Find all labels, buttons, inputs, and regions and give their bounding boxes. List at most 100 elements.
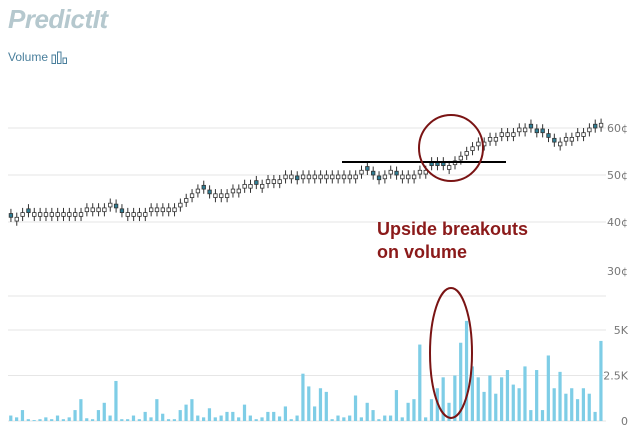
volume-bar — [161, 413, 165, 421]
volume-bar — [114, 380, 118, 421]
candlestick — [470, 142, 475, 156]
volume-bar — [26, 419, 30, 421]
candlestick — [108, 198, 113, 212]
candlestick — [289, 170, 294, 184]
candlestick — [201, 180, 206, 194]
volume-bar — [383, 415, 387, 421]
volume-bar — [248, 415, 252, 421]
candlestick — [260, 179, 265, 193]
volume-bar — [564, 393, 568, 421]
volume-bar — [424, 417, 428, 421]
candlestick — [154, 203, 160, 217]
volume-bar — [277, 416, 282, 421]
candlestick — [67, 207, 72, 222]
candlestick — [248, 179, 253, 193]
volume-bar — [225, 411, 229, 421]
candlestick — [365, 161, 370, 175]
volume-tick-label: 5K — [614, 324, 629, 337]
volume-bar — [96, 410, 101, 421]
candlestick — [213, 189, 218, 203]
candlestick — [587, 123, 592, 137]
volume-bar — [529, 410, 533, 421]
volume-bar — [540, 410, 545, 421]
candlestick — [353, 170, 358, 184]
candlestick — [195, 184, 201, 198]
volume-bar — [120, 419, 124, 421]
candlestick — [464, 146, 469, 160]
volume-bar — [377, 419, 381, 421]
volume-toggle[interactable]: Volume — [8, 50, 68, 64]
candlestick — [563, 132, 569, 146]
volume-bar — [20, 410, 25, 421]
candlestick — [78, 207, 84, 222]
volume-bar — [289, 419, 293, 421]
volume-bar — [15, 417, 19, 421]
volume-bar — [32, 420, 36, 421]
price-tick-label: 60¢ — [607, 122, 628, 135]
volume-bar — [85, 418, 89, 421]
candlestick — [511, 128, 516, 142]
volume-bar — [587, 393, 591, 421]
annotation-line-2: on volume — [377, 242, 468, 262]
candlestick — [26, 204, 31, 218]
candlestick — [528, 119, 534, 133]
volume-bar — [108, 415, 112, 421]
price-tick-label: 40¢ — [607, 216, 628, 229]
volume-bar — [207, 408, 212, 421]
candlestick — [417, 165, 423, 179]
candlestick — [318, 170, 323, 184]
volume-bar — [406, 402, 410, 421]
axis-tick-labels: 40¢ 50¢ 60¢ 30¢ 0 2.5K 5K — [603, 122, 628, 428]
candlestick — [341, 170, 347, 184]
candlestick — [406, 170, 411, 184]
candlestick — [277, 175, 282, 189]
volume-bar — [102, 402, 106, 421]
candlestick — [73, 207, 78, 222]
bar-chart-icon — [51, 51, 68, 64]
volume-bar — [459, 342, 463, 421]
candlestick — [265, 175, 271, 189]
volume-tick-label: 2.5K — [603, 370, 628, 383]
candlestick — [125, 207, 130, 222]
candlestick — [335, 170, 341, 184]
volume-bar — [517, 388, 521, 421]
candlestick — [300, 170, 306, 184]
candlestick — [37, 207, 43, 222]
candlestick — [43, 207, 49, 222]
candlestick — [295, 171, 300, 185]
candlestick — [20, 207, 25, 222]
volume-bar — [353, 395, 358, 421]
volume-toggle-label: Volume — [8, 50, 49, 64]
candlestick — [382, 170, 388, 184]
volume-bar — [242, 404, 247, 421]
volume-bar — [219, 415, 223, 421]
price-tick-label: 50¢ — [607, 169, 628, 182]
volume-bar — [149, 417, 153, 421]
candlestick — [598, 118, 604, 132]
volume-bar — [131, 415, 136, 421]
volume-bar — [166, 419, 171, 421]
candlestick — [400, 170, 405, 184]
volume-bar — [38, 419, 42, 421]
volume-bar — [488, 375, 492, 421]
candlestick — [90, 203, 95, 217]
candlestick — [575, 128, 580, 142]
grid-lines — [8, 127, 606, 422]
volume-bar — [254, 419, 258, 421]
candlestick — [411, 170, 417, 184]
candlestick — [324, 170, 329, 184]
candlestick — [552, 133, 557, 147]
candlestick — [447, 160, 452, 175]
volume-bar — [272, 411, 276, 421]
volume-bar — [499, 377, 504, 421]
candlestick — [119, 204, 125, 218]
volume-bar — [301, 373, 305, 421]
candlestick — [534, 124, 539, 138]
volume-bar — [546, 355, 550, 421]
volume-bar — [184, 404, 188, 421]
volume-bar — [348, 415, 352, 421]
candlestick — [371, 166, 376, 180]
candlestick — [242, 179, 247, 193]
volume-bar — [237, 417, 241, 421]
volume-bar — [318, 388, 323, 421]
